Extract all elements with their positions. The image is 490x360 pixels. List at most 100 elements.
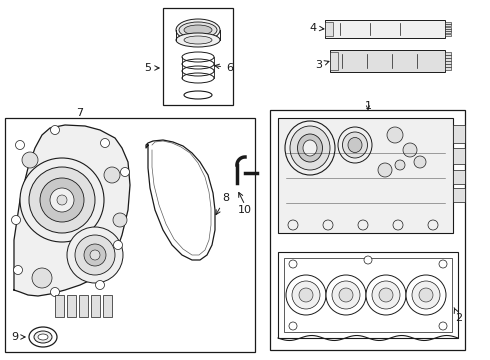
Circle shape <box>428 220 438 230</box>
Circle shape <box>395 160 405 170</box>
Bar <box>445 52 451 55</box>
Bar <box>445 27 451 29</box>
Ellipse shape <box>297 134 322 162</box>
Bar <box>55 295 64 317</box>
Circle shape <box>358 220 368 230</box>
Circle shape <box>439 322 447 330</box>
Circle shape <box>289 322 297 330</box>
Circle shape <box>22 152 38 168</box>
Bar <box>330 50 445 72</box>
Circle shape <box>323 220 333 230</box>
Bar <box>453 170 465 184</box>
Bar <box>270 110 465 350</box>
Circle shape <box>366 275 406 315</box>
Bar <box>453 125 465 143</box>
Circle shape <box>379 288 393 302</box>
Circle shape <box>96 280 104 289</box>
Circle shape <box>406 275 446 315</box>
Ellipse shape <box>176 19 220 41</box>
Text: 9: 9 <box>11 332 25 342</box>
Bar <box>330 52 338 70</box>
Bar <box>445 55 451 58</box>
Ellipse shape <box>290 126 330 170</box>
Bar <box>445 58 451 60</box>
Ellipse shape <box>184 25 212 35</box>
Circle shape <box>289 260 297 268</box>
Circle shape <box>16 140 24 149</box>
Ellipse shape <box>343 132 368 158</box>
Circle shape <box>439 260 447 268</box>
Text: 5: 5 <box>145 63 151 73</box>
Ellipse shape <box>348 138 362 153</box>
Ellipse shape <box>234 181 241 185</box>
Circle shape <box>104 167 120 183</box>
Bar <box>325 22 333 36</box>
Circle shape <box>378 163 392 177</box>
Circle shape <box>40 178 84 222</box>
Circle shape <box>57 195 67 205</box>
Bar <box>445 24 451 26</box>
Ellipse shape <box>184 36 212 44</box>
Circle shape <box>100 139 109 148</box>
Circle shape <box>114 240 122 249</box>
Bar <box>445 22 451 24</box>
Ellipse shape <box>176 33 220 47</box>
Text: 4: 4 <box>310 23 324 33</box>
Ellipse shape <box>285 121 335 175</box>
Circle shape <box>11 216 21 225</box>
Circle shape <box>419 288 433 302</box>
Circle shape <box>75 235 115 275</box>
Text: 7: 7 <box>76 108 84 118</box>
Bar <box>163 8 233 105</box>
Text: 2: 2 <box>454 308 462 323</box>
Circle shape <box>113 213 127 227</box>
Circle shape <box>84 244 106 266</box>
Circle shape <box>372 281 400 309</box>
Circle shape <box>339 288 353 302</box>
Circle shape <box>393 220 403 230</box>
Circle shape <box>121 167 129 176</box>
Text: 8: 8 <box>216 193 229 215</box>
Circle shape <box>332 281 360 309</box>
Text: 1: 1 <box>365 101 371 111</box>
Circle shape <box>299 288 313 302</box>
Bar <box>103 295 112 317</box>
Circle shape <box>414 156 426 168</box>
Bar <box>67 295 76 317</box>
Bar <box>5 118 255 352</box>
Ellipse shape <box>34 331 52 343</box>
Circle shape <box>20 158 104 242</box>
Bar <box>445 29 451 31</box>
Circle shape <box>292 281 320 309</box>
Circle shape <box>29 167 95 233</box>
Text: 3: 3 <box>315 60 329 70</box>
Circle shape <box>412 281 440 309</box>
Bar <box>278 252 458 338</box>
Bar <box>445 31 451 33</box>
Circle shape <box>67 227 123 283</box>
Ellipse shape <box>29 327 57 347</box>
Bar <box>284 258 452 332</box>
Bar <box>445 67 451 69</box>
Circle shape <box>90 250 100 260</box>
Bar <box>445 61 451 64</box>
Ellipse shape <box>179 22 217 38</box>
Circle shape <box>326 275 366 315</box>
Ellipse shape <box>338 127 372 163</box>
Bar <box>453 188 465 202</box>
Circle shape <box>288 220 298 230</box>
Bar <box>325 20 445 38</box>
Circle shape <box>364 256 372 264</box>
Ellipse shape <box>231 180 243 186</box>
Circle shape <box>32 268 52 288</box>
Ellipse shape <box>303 140 317 156</box>
Circle shape <box>14 266 23 274</box>
Bar <box>91 295 100 317</box>
Circle shape <box>403 143 417 157</box>
Bar <box>445 64 451 67</box>
Circle shape <box>286 275 326 315</box>
Polygon shape <box>14 125 130 296</box>
Circle shape <box>50 188 74 212</box>
Bar <box>79 295 88 317</box>
Circle shape <box>387 127 403 143</box>
